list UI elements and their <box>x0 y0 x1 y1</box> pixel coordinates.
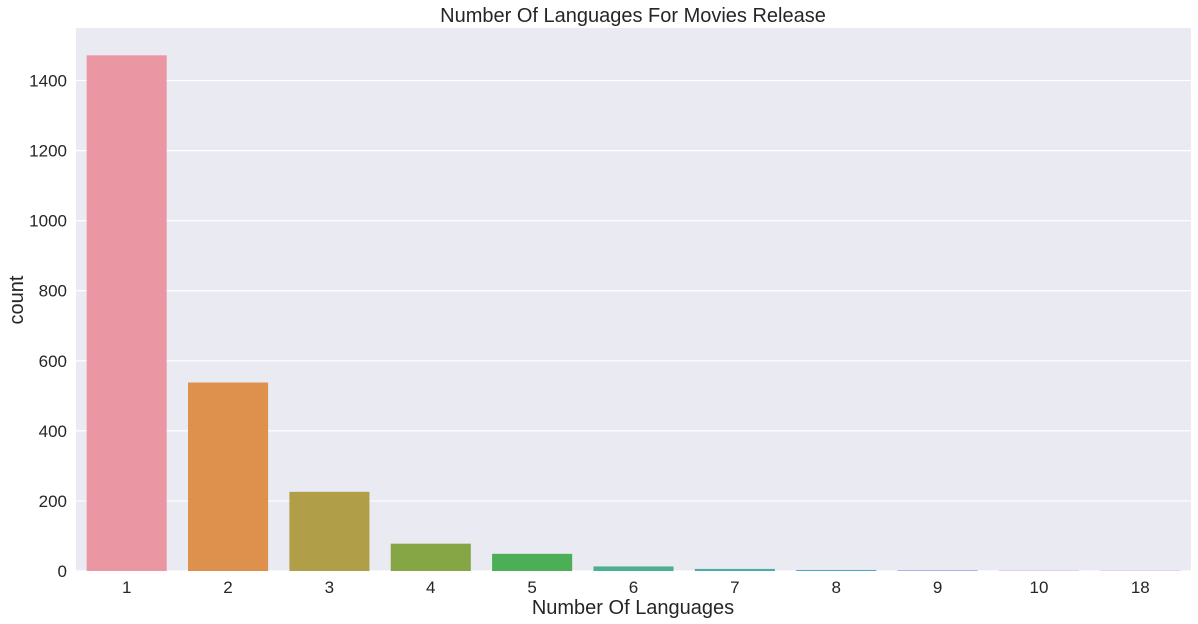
y-tick-label: 1200 <box>29 142 67 161</box>
x-tick-label: 4 <box>426 578 435 597</box>
bar-9 <box>897 570 978 571</box>
chart-title: Number Of Languages For Movies Release <box>440 5 826 27</box>
bar-5 <box>492 553 573 571</box>
y-tick-label: 200 <box>39 492 67 511</box>
x-tick-label: 6 <box>629 578 638 597</box>
bars <box>86 55 1181 572</box>
x-tick-label: 7 <box>730 578 739 597</box>
y-tick-label: 600 <box>39 352 67 371</box>
x-axis-label: Number Of Languages <box>532 597 734 619</box>
x-tick-label: 3 <box>325 578 334 597</box>
y-tick-label: 800 <box>39 282 67 301</box>
bar-2 <box>188 382 269 571</box>
x-tick-label: 1 <box>122 578 131 597</box>
y-tick-label: 1400 <box>29 72 67 91</box>
bar-7 <box>694 568 775 571</box>
x-tick-label: 8 <box>831 578 840 597</box>
y-tick-labels: 0 200 400 600 800 1000 1200 1400 <box>29 72 67 581</box>
x-tick-label: 10 <box>1029 578 1048 597</box>
y-axis-label: count <box>6 275 28 324</box>
x-tick-label: 5 <box>527 578 536 597</box>
bar-3 <box>289 491 370 571</box>
y-tick-label: 400 <box>39 422 67 441</box>
bar-8 <box>796 569 877 571</box>
y-tick-label: 1000 <box>29 212 67 231</box>
x-tick-labels: 1 2 3 4 5 6 7 8 9 10 18 <box>122 578 1150 597</box>
bar-4 <box>390 543 471 571</box>
bar-1 <box>86 55 167 572</box>
x-tick-label: 18 <box>1131 578 1150 597</box>
y-tick-label: 0 <box>58 562 67 581</box>
x-tick-label: 2 <box>223 578 232 597</box>
x-tick-label: 9 <box>933 578 942 597</box>
bar-6 <box>593 566 674 571</box>
